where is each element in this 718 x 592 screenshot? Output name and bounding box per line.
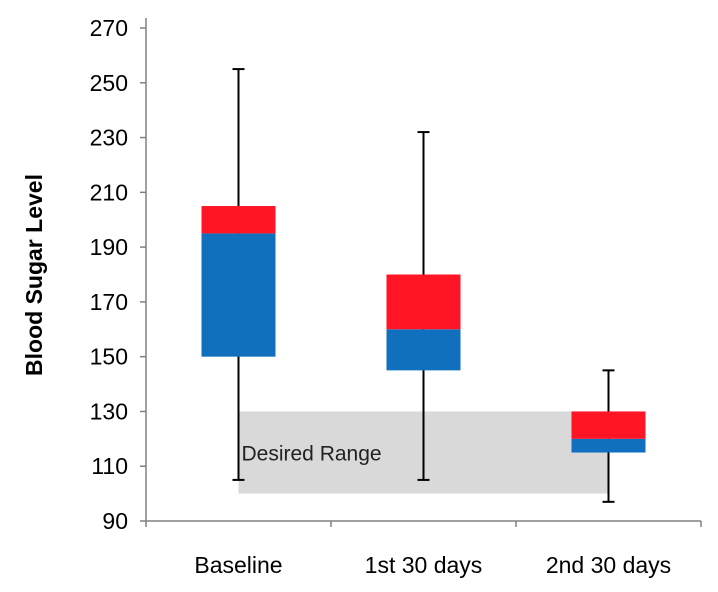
y-tick-label: 110 (91, 453, 128, 479)
box-upper-baseline (201, 206, 276, 234)
box-upper-2nd-30-days (571, 411, 646, 439)
x-category-label: Baseline (194, 552, 282, 578)
y-tick-label: 190 (90, 234, 128, 260)
box-upper-1st-30-days (386, 274, 461, 330)
y-tick-label: 230 (90, 125, 128, 151)
box-lower-2nd-30-days (571, 438, 646, 453)
y-tick-label: 170 (90, 289, 128, 315)
y-tick-label: 250 (90, 70, 128, 96)
boxes-layer (201, 68, 646, 503)
box-lower-1st-30-days (386, 329, 461, 371)
y-axis-title: Blood Sugar Level (21, 174, 47, 376)
box-lower-baseline (201, 233, 276, 357)
axes-layer (140, 18, 702, 527)
x-category-label: 2nd 30 days (546, 552, 671, 578)
y-tick-label: 130 (90, 398, 128, 424)
y-tick-label: 150 (90, 344, 128, 370)
desired-range-label: Desired Range (242, 443, 382, 466)
y-tick-label: 270 (90, 15, 128, 41)
labels-layer: 90 110 130 150 170 190 210 230 250 270 Baseline 1st… (90, 15, 672, 578)
y-tick-label: 90 (102, 508, 128, 534)
x-category-label: 1st 30 days (365, 552, 483, 578)
y-tick-label: 210 (90, 179, 128, 205)
